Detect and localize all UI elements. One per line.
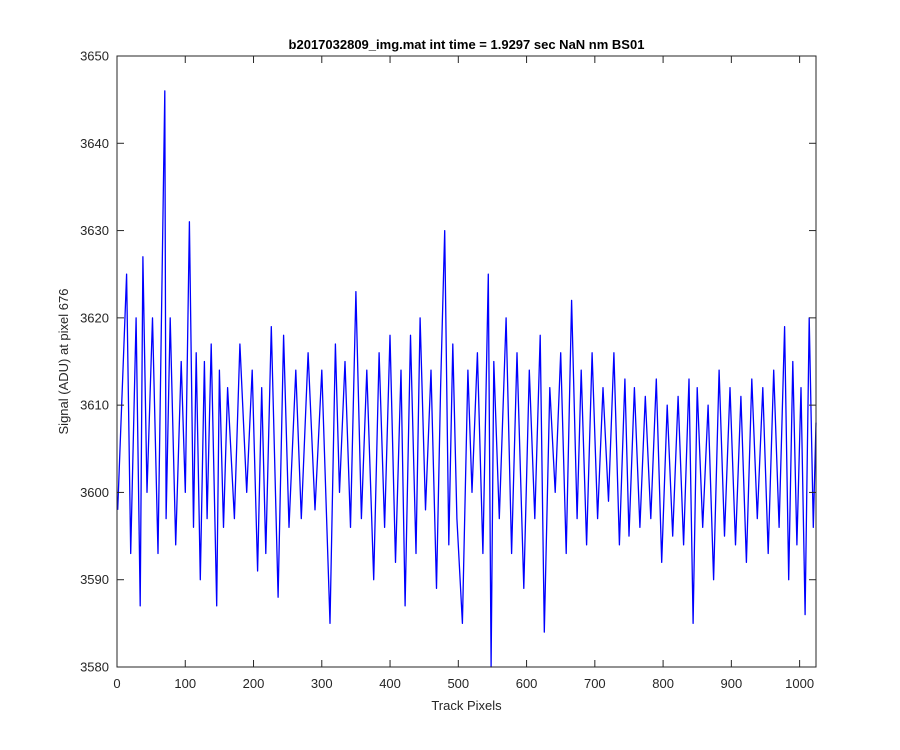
- y-tick-label: 3590: [80, 572, 109, 587]
- y-tick-label: 3630: [80, 223, 109, 238]
- y-axis-ticks: 3580 3590 3600 3610 3620 3630 3640 3650: [80, 49, 816, 675]
- x-axis-label: Track Pixels: [431, 698, 502, 713]
- series-layer: [117, 90, 817, 668]
- y-tick-label: 3640: [80, 136, 109, 151]
- x-tick-label: 1000: [785, 676, 814, 691]
- x-tick-label: 700: [584, 676, 606, 691]
- y-tick-label: 3600: [80, 485, 109, 500]
- y-tick-label: 3650: [80, 49, 109, 64]
- chart-title: b2017032809_img.mat int time = 1.9297 se…: [289, 37, 645, 52]
- x-tick-label: 0: [113, 676, 120, 691]
- x-tick-label: 800: [652, 676, 674, 691]
- y-tick-label: 3610: [80, 398, 109, 413]
- y-axis-label: Signal (ADU) at pixel 676: [56, 289, 71, 435]
- y-tick-label: 3620: [80, 310, 109, 325]
- axes-box: [116, 55, 817, 668]
- x-tick-label: 200: [243, 676, 265, 691]
- x-tick-label: 400: [379, 676, 401, 691]
- series-line-0: [117, 90, 817, 668]
- plot-area: [117, 56, 816, 667]
- x-tick-label: 300: [311, 676, 333, 691]
- y-tick-label: 3580: [80, 660, 109, 675]
- x-axis-ticks: 0 100 200 300 400 500 600 700 800 900 1000: [113, 56, 814, 691]
- x-tick-label: 600: [516, 676, 538, 691]
- x-tick-label: 500: [447, 676, 469, 691]
- x-tick-label: 900: [721, 676, 743, 691]
- x-tick-label: 100: [174, 676, 196, 691]
